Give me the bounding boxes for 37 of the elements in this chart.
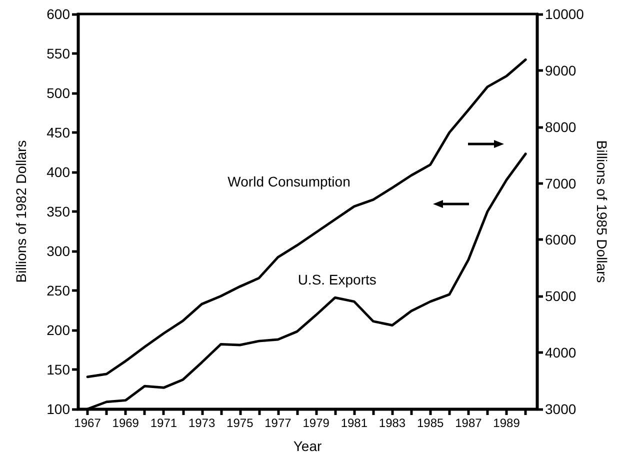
x-tick-label: 1979 xyxy=(302,416,330,430)
x-tick-label: 1981 xyxy=(340,416,368,430)
x-tick-label: 1977 xyxy=(264,416,292,430)
y-tick-label: 200 xyxy=(46,322,70,338)
y-tick-label: 250 xyxy=(46,282,70,298)
x-tick-label: 1967 xyxy=(74,416,102,430)
y-tick-label: 300 xyxy=(46,243,70,259)
series-label: World Consumption xyxy=(228,173,350,190)
line-series xyxy=(86,58,527,378)
y-tick-label: 400 xyxy=(46,164,70,180)
x-tick-label: 1975 xyxy=(226,416,254,430)
y2-tick-label: 4000 xyxy=(545,344,576,361)
y2-tick-label: 3000 xyxy=(545,401,576,417)
y2-tick-label: 7000 xyxy=(545,175,576,192)
x-tick-label: 1973 xyxy=(188,416,216,430)
y-tick-label: 350 xyxy=(46,204,70,220)
y2-tick-label: 5000 xyxy=(545,288,576,304)
y-tick-label: 550 xyxy=(46,46,70,62)
x-tick-label: 1987 xyxy=(455,416,482,430)
y2-tick-label: 10000 xyxy=(545,6,584,22)
x-tick-label: 1971 xyxy=(150,416,178,430)
y2-axis-title: Billions of 1985 Dollars xyxy=(594,140,610,283)
series-label: U.S. Exports xyxy=(298,272,376,288)
x-tick-label: 1969 xyxy=(112,416,140,430)
y2-tick-label: 6000 xyxy=(545,232,576,248)
x-tick-label: 1989 xyxy=(493,416,520,430)
y-tick-label: 500 xyxy=(46,85,70,101)
y2-tick-label: 8000 xyxy=(545,118,576,135)
x-tick-label: 1983 xyxy=(378,416,406,430)
y-tick-label: 600 xyxy=(46,6,70,22)
x-axis-title: Year xyxy=(293,438,322,454)
y2-tick-label: 9000 xyxy=(545,62,576,78)
y-axis-title: Billions of 1982 Dollars xyxy=(13,140,29,283)
x-tick-label: 1985 xyxy=(416,416,444,430)
y-tick-label: 100 xyxy=(46,401,70,417)
y-tick-label: 450 xyxy=(46,124,70,140)
y-tick-label: 150 xyxy=(46,362,70,378)
